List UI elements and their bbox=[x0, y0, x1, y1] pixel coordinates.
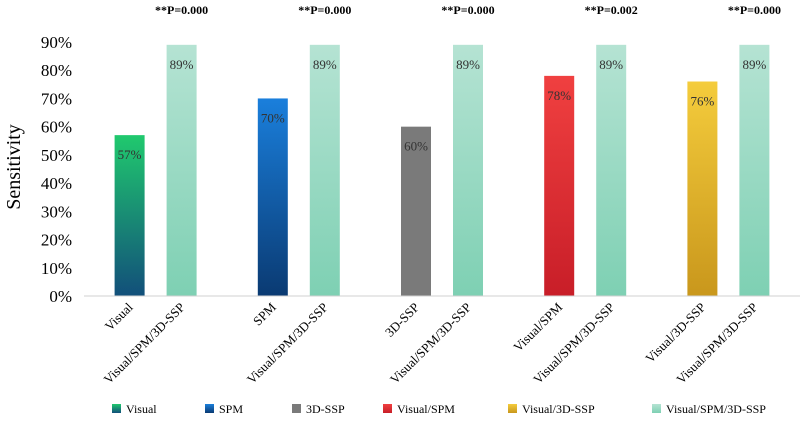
value-label: 89% bbox=[456, 57, 480, 72]
y-tick-label: 60% bbox=[41, 118, 72, 137]
value-label: 89% bbox=[313, 57, 337, 72]
p-value-labels: **P=0.000 **P=0.000 **P=0.000 **P=0.002 **P=… bbox=[155, 3, 781, 17]
bar-spm bbox=[257, 98, 288, 296]
category-label: Visual/SPM bbox=[510, 299, 565, 354]
y-tick-label: 80% bbox=[41, 61, 72, 80]
y-tick-label: 10% bbox=[41, 259, 72, 278]
y-tick-label: 50% bbox=[41, 146, 72, 165]
legend-label: Visual bbox=[126, 402, 157, 416]
y-tick-label: 30% bbox=[41, 202, 72, 221]
p-value-label: **P=0.000 bbox=[298, 3, 351, 17]
value-label: 76% bbox=[690, 94, 714, 109]
bar-visual-spm-3d-ssp bbox=[166, 44, 197, 297]
category-label: Visual bbox=[102, 299, 136, 333]
p-value-label: **P=0.002 bbox=[585, 3, 638, 17]
p-value-label: **P=0.000 bbox=[441, 3, 494, 17]
legend-label: Visual/3D-SSP bbox=[522, 402, 595, 416]
p-value-label: **P=0.000 bbox=[155, 3, 208, 17]
y-tick-label: 0% bbox=[49, 287, 72, 306]
bar-visual-spm-3d-ssp bbox=[739, 44, 770, 297]
y-tick-label: 70% bbox=[41, 89, 72, 108]
bar-3d-ssp bbox=[401, 126, 431, 297]
legend-label: 3D-SSP bbox=[306, 402, 345, 416]
y-tick-label: 20% bbox=[41, 231, 72, 250]
category-label: SPM bbox=[250, 299, 279, 328]
category-label: 3D-SSP bbox=[382, 300, 422, 340]
legend-swatch bbox=[205, 404, 214, 413]
value-labels: 57% 89% 70% 89% 60% 89% 78% 89% 76% 89% bbox=[118, 57, 767, 162]
bar-visual-spm-3d-ssp bbox=[596, 44, 627, 297]
bar-visual-3d-ssp bbox=[687, 81, 718, 296]
y-axis-ticks: 0% 10% 20% 30% 40% 50% 60% 70% 80% 90% bbox=[41, 33, 72, 306]
bar-visual-spm bbox=[544, 75, 575, 296]
bar-visual-spm-3d-ssp bbox=[309, 44, 340, 297]
y-axis-label: Sensitivity bbox=[3, 124, 25, 210]
legend-label: Visual/SPM/3D-SSP bbox=[666, 402, 766, 416]
legend-swatch bbox=[383, 404, 392, 413]
bar-visual-spm-3d-ssp bbox=[453, 44, 483, 297]
value-label: 89% bbox=[170, 57, 194, 72]
value-label: 57% bbox=[118, 147, 142, 162]
legend-swatch bbox=[652, 404, 661, 413]
y-tick-label: 40% bbox=[41, 174, 72, 193]
value-label: 60% bbox=[404, 139, 428, 154]
legend-swatch bbox=[508, 404, 517, 413]
legend-label: SPM bbox=[219, 402, 243, 416]
legend-label: Visual/SPM bbox=[397, 402, 455, 416]
legend-swatch bbox=[112, 404, 121, 413]
y-tick-label: 90% bbox=[41, 33, 72, 52]
legend: Visual SPM 3D-SSP Visual/SPM Visual/3D-SSP Vi… bbox=[112, 402, 766, 416]
value-label: 78% bbox=[547, 88, 571, 103]
bars bbox=[114, 44, 770, 297]
value-label: 89% bbox=[742, 57, 766, 72]
value-label: 89% bbox=[599, 57, 623, 72]
value-label: 70% bbox=[261, 110, 285, 125]
legend-swatch bbox=[292, 404, 301, 413]
bar-visual bbox=[114, 135, 145, 296]
p-value-label: **P=0.000 bbox=[728, 3, 781, 17]
